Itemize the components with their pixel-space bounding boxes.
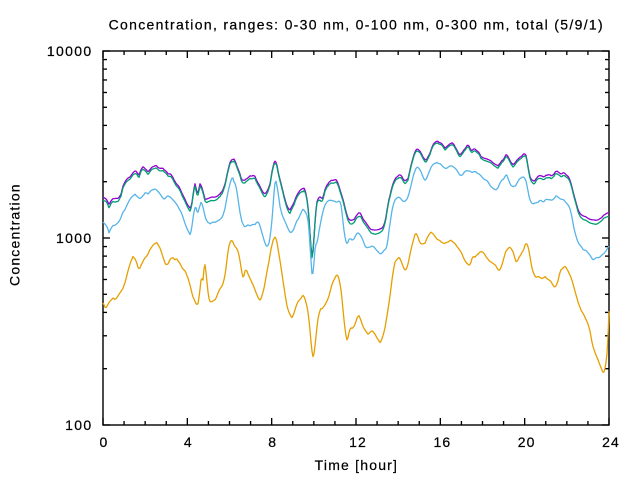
svg-text:Concentration, ranges: 0-30 nm: Concentration, ranges: 0-30 nm, 0-100 nm…: [109, 17, 604, 33]
svg-text:24: 24: [602, 434, 620, 450]
svg-text:16: 16: [433, 434, 451, 450]
svg-text:Concentration: Concentration: [7, 183, 23, 286]
svg-text:12: 12: [349, 434, 367, 450]
svg-text:20: 20: [518, 434, 536, 450]
svg-text:Time [hour]: Time [hour]: [315, 457, 398, 473]
svg-text:4: 4: [184, 434, 193, 450]
svg-text:100: 100: [65, 417, 92, 433]
svg-text:10000: 10000: [47, 43, 93, 59]
svg-text:1000: 1000: [56, 230, 93, 246]
svg-text:8: 8: [268, 434, 277, 450]
svg-text:0: 0: [100, 434, 109, 450]
